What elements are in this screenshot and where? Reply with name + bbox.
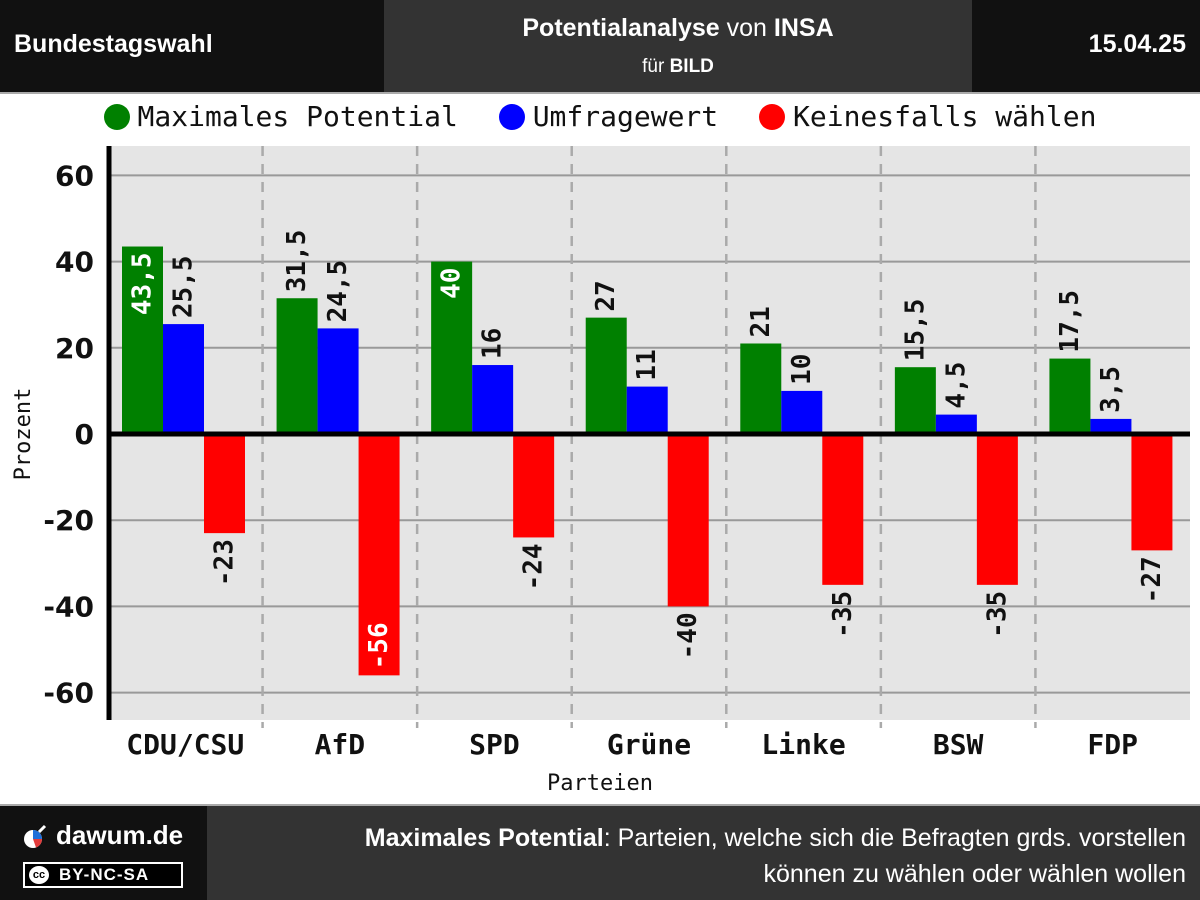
y-tick-label: -60	[43, 677, 94, 710]
bar-never	[358, 434, 400, 676]
y-tick-label: 60	[55, 159, 94, 192]
bar-poll	[935, 414, 977, 434]
chart-subtitle: für BILD	[384, 56, 972, 78]
subtitle-client: BILD	[669, 56, 714, 77]
note-line1: : Parteien, welche sich die Befragten gr…	[603, 824, 1186, 852]
x-tick-label: FDP	[1087, 728, 1138, 761]
bar-poll	[163, 324, 204, 434]
title-analysis: Potentialanalyse	[522, 14, 720, 42]
license-text: BY-NC-SA	[59, 865, 150, 884]
bar-chart: 43,5 25,5 -23 CDU/CSU 31,5 24,5 -56 AfD 40 16 -24 S…	[11, 146, 1190, 796]
data-label: -40	[673, 612, 703, 659]
legend-label: Maximales Potential	[137, 99, 458, 133]
x-tick-label: BSW	[933, 728, 984, 761]
note-term: Maximales Potential	[364, 824, 604, 852]
legend-label: Keinesfalls wählen	[793, 99, 1097, 133]
bar-never	[513, 434, 555, 538]
footer-bar: dawum.de cc BY-NC-SA Maximales Potential…	[0, 804, 1200, 900]
footer-note: Maximales Potential: Parteien, welche si…	[226, 820, 1186, 892]
header-center-panel: Potentialanalyse von INSA für BILD	[384, 0, 972, 92]
data-label: 4,5	[941, 362, 971, 409]
x-tick-label: AfD	[315, 728, 366, 761]
bar-never	[204, 434, 245, 534]
legend-item-potential: Maximales Potential	[103, 99, 458, 133]
y-tick-label: 0	[75, 418, 94, 451]
header-bar: Bundestagswahl Potentialanalyse von INSA…	[0, 0, 1200, 94]
header-right-panel: 15.04.25	[972, 0, 1200, 92]
license-badge: cc BY-NC-SA	[23, 862, 183, 888]
bar-poll	[626, 386, 668, 434]
bar-never	[976, 434, 1018, 585]
title-connector: von	[719, 14, 774, 42]
bar-poll	[781, 390, 823, 434]
data-label: 40	[437, 268, 467, 299]
data-label: -56	[364, 622, 394, 669]
bar-poll	[1090, 418, 1132, 434]
legend-item-never: Keinesfalls wählen	[759, 100, 1096, 133]
y-tick-label: 20	[55, 332, 94, 365]
data-label: 31,5	[282, 230, 312, 293]
data-label: 11	[632, 349, 662, 380]
data-label: -35	[982, 591, 1012, 638]
x-axis-title: Parteien	[547, 771, 653, 796]
bar-potential	[585, 317, 627, 434]
data-label: -35	[828, 591, 858, 638]
dawum-logo-icon	[24, 824, 47, 848]
subtitle-prefix: für	[642, 56, 670, 77]
x-tick-label: CDU/CSU	[126, 728, 244, 761]
bar-potential	[276, 298, 318, 434]
data-label: 3,5	[1096, 366, 1126, 413]
bar-potential	[122, 246, 163, 434]
bar-potential	[431, 261, 473, 434]
data-label: 17,5	[1055, 290, 1085, 353]
legend-label: Umfragewert	[532, 99, 719, 133]
data-label: 27	[591, 280, 621, 311]
poll-date: 15.04.25	[1088, 30, 1186, 58]
bar-potential	[740, 343, 782, 434]
bar-poll	[472, 365, 514, 434]
data-label: -24	[519, 543, 549, 590]
bar-potential	[894, 367, 936, 434]
footer-note-panel: Maximales Potential: Parteien, welche si…	[207, 806, 1200, 900]
x-tick-label: Linke	[761, 728, 845, 761]
election-type: Bundestagswahl	[14, 30, 213, 58]
chart-title: Potentialanalyse von INSA	[384, 14, 972, 43]
data-label: 10	[787, 354, 817, 385]
cc-icon: cc	[29, 866, 49, 884]
bar-potential	[1049, 358, 1091, 434]
legend-marker-red	[759, 103, 785, 130]
y-tick-label: 40	[55, 246, 94, 279]
x-tick-label: Grüne	[607, 728, 691, 761]
title-institute: INSA	[773, 14, 834, 42]
legend-marker-green	[103, 103, 130, 130]
bar-never	[667, 434, 709, 607]
site-name: dawum.de	[56, 820, 184, 850]
note-line2: können zu wählen oder wählen wollen	[763, 860, 1186, 888]
data-label: -27	[1137, 556, 1167, 603]
y-tick-label: -40	[43, 590, 94, 623]
data-label: 43,5	[128, 253, 158, 316]
y-axis-title: Prozent	[11, 388, 36, 481]
bar-never	[1131, 434, 1173, 551]
data-label: 25,5	[169, 255, 199, 318]
data-label: 24,5	[323, 260, 353, 323]
data-label: 15,5	[900, 299, 930, 362]
footer-brand-panel: dawum.de cc BY-NC-SA	[0, 806, 207, 900]
y-tick-label: -20	[43, 504, 94, 537]
bar-never	[822, 434, 864, 585]
data-label: -23	[210, 539, 240, 586]
data-label: 21	[746, 306, 776, 337]
x-tick-label: SPD	[469, 728, 520, 761]
header-left-panel: Bundestagswahl	[0, 0, 384, 92]
chart-legend: Maximales Potential Umfragewert Keinesfa…	[0, 98, 1200, 138]
footer-divider	[0, 804, 1200, 806]
bar-poll	[317, 328, 359, 434]
header-divider	[0, 92, 1200, 94]
data-label: 16	[478, 328, 508, 359]
legend-item-poll: Umfragewert	[498, 99, 719, 133]
legend-marker-blue	[498, 103, 525, 130]
